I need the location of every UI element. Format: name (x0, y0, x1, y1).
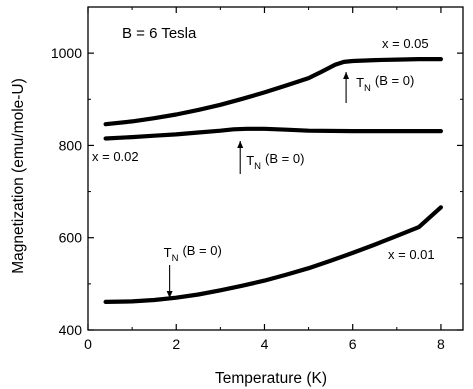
tn-arrowhead (237, 141, 244, 148)
tn-label: TN(B = 0) (356, 73, 414, 94)
tn-arrowhead (166, 291, 173, 298)
series-layer (103, 57, 443, 304)
axis-ticks: 0 2 4 6 8 400 600 800 1000 (51, 7, 463, 352)
x-tick-label: 4 (261, 336, 269, 352)
x-axis-label: Temperature (K) (215, 370, 327, 387)
y-tick-label: 1000 (51, 45, 82, 61)
plot-frame (87, 6, 464, 331)
annotation-layer: B = 6 Tesla x = 0.05 x = 0.02 x = 0.01 TN(B … (92, 25, 435, 298)
y-tick-label: 800 (59, 137, 83, 153)
series-label: x = 0.02 (92, 149, 139, 164)
y-axis-label: Magnetization (emu/mole-U) (10, 78, 27, 274)
tn-label: TN(B = 0) (164, 243, 222, 264)
plot-border (87, 6, 464, 331)
x-tick-label: 6 (349, 336, 357, 352)
series-line-x-0-01 (103, 205, 443, 304)
tn-arrowhead (343, 72, 350, 79)
field-annotation: B = 6 Tesla (122, 25, 197, 42)
series-line-x-0-02 (103, 126, 443, 141)
series-label: x = 0.01 (388, 247, 435, 262)
y-tick-label: 400 (59, 322, 83, 338)
x-tick-label: 2 (172, 336, 180, 352)
series-line-x-0-05 (103, 57, 443, 127)
series-label: x = 0.05 (382, 36, 429, 51)
y-tick-label: 600 (59, 230, 83, 246)
x-tick-label: 0 (84, 336, 92, 352)
tn-label: TN(B = 0) (246, 151, 304, 172)
x-tick-label: 8 (437, 336, 445, 352)
